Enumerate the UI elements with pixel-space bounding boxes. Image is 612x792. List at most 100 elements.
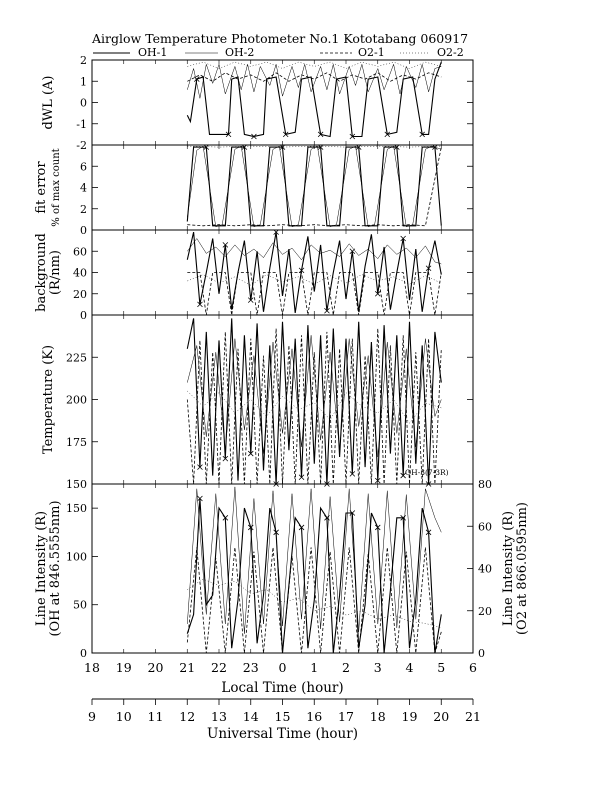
y-tick-label: 100	[66, 550, 87, 563]
x-axis-label-local: Local Time (hour)	[221, 680, 343, 696]
series-oh-2	[187, 486, 442, 634]
series-o2-2	[187, 145, 442, 148]
series-o2-1	[187, 272, 442, 315]
x-tick-label-ut: 11	[148, 709, 164, 724]
panel-frame	[91, 483, 474, 654]
data-marker	[400, 235, 406, 242]
x-tick-label-ut: 13	[211, 709, 227, 724]
series-oh-2	[187, 145, 442, 228]
x-tick-label-local: 21	[179, 660, 195, 675]
data-marker	[425, 265, 432, 272]
series-oh-1	[186, 318, 442, 484]
y2-tick-label: 80	[478, 478, 492, 491]
chart-panels: -2 -1 0 1 2 dWL (A) 0 2 4 6 fit error% of max coun…	[34, 54, 530, 660]
x-tick-label-local: 18	[84, 660, 100, 675]
temperature-annotation: OH-3(7-3R)	[405, 468, 449, 477]
x-tick-label-ut: 15	[275, 709, 291, 724]
y-tick-label: 6	[80, 160, 87, 173]
y2-tick-label: 0	[478, 647, 485, 660]
x-tick-label-local: 2	[342, 660, 350, 675]
y-tick-label: 0	[80, 309, 87, 322]
series-oh-1	[186, 61, 442, 138]
x-tick-label-local: 20	[148, 660, 164, 675]
y-tick-label: 175	[66, 436, 87, 449]
y-tick-label: 4	[80, 182, 87, 195]
y2-axis-label: (O2 at 866.0595nm)	[515, 502, 530, 635]
data-marker	[222, 515, 229, 521]
data-marker	[197, 301, 203, 308]
data-marker	[400, 472, 406, 479]
x-tick-label-ut: 14	[243, 709, 259, 724]
data-marker	[374, 524, 381, 531]
y2-tick-label: 40	[478, 563, 492, 576]
x-tick-label-ut: 12	[179, 709, 195, 724]
x-tick-label-local: 6	[469, 660, 477, 675]
y-tick-label: 150	[66, 478, 87, 491]
data-marker	[225, 131, 232, 138]
y-tick-label: 60	[73, 245, 87, 258]
y-axis-label: (R/nm)	[48, 250, 63, 295]
x-tick-label-ut: 20	[433, 709, 449, 724]
x-axis-label-ut: Universal Time (hour)	[207, 726, 358, 742]
x-tick-label-ut: 10	[116, 709, 132, 724]
data-marker	[247, 297, 254, 303]
data-marker	[298, 267, 305, 274]
y2-tick-label: 60	[478, 520, 492, 533]
panel-frame	[91, 59, 474, 146]
x-tick-label-ut: 21	[465, 709, 481, 724]
data-marker	[251, 133, 257, 140]
x-tick-label-ut: 17	[338, 709, 354, 724]
x-tick-label-ut: 16	[306, 709, 322, 724]
panel-3: 150 175 200 225 Temperature (K) OH-3(7-3R)	[41, 314, 474, 491]
data-marker	[193, 76, 200, 82]
series-o2-1	[186, 328, 442, 484]
data-marker	[298, 524, 305, 531]
data-marker	[247, 524, 254, 531]
legend: OH-1 OH-2 O2-1 O2-2	[93, 46, 464, 59]
series-o2-1	[187, 147, 442, 227]
data-marker	[298, 474, 305, 481]
data-marker	[324, 307, 330, 314]
y-axis-label: background	[34, 233, 49, 312]
data-marker	[384, 131, 391, 138]
series-oh-1	[186, 146, 442, 227]
series-o2-2	[187, 390, 442, 424]
panel-frame	[91, 144, 474, 231]
data-marker	[374, 290, 381, 297]
y2-axis-label: Line Intensity (R)	[501, 511, 516, 626]
y-tick-label: 0	[80, 647, 87, 660]
series-oh-2	[187, 238, 442, 265]
legend-label-o21: O2-1	[358, 46, 385, 59]
x-tick-label-ut: 19	[402, 709, 418, 724]
x-tick-label-local: 23	[243, 660, 259, 675]
data-marker	[425, 529, 432, 536]
y-axis-label: Temperature (K)	[41, 345, 56, 454]
legend-label-oh1: OH-1	[138, 46, 167, 59]
y-tick-label: 20	[73, 288, 87, 301]
y-axis-label: (OH at 846.5555nm)	[48, 500, 63, 636]
y-tick-label: -2	[76, 139, 87, 152]
legend-label-o22: O2-2	[437, 46, 464, 59]
data-marker	[349, 471, 356, 477]
series-oh-2	[187, 63, 442, 99]
y-axis-label: % of max count	[51, 148, 62, 226]
series-oh-2	[187, 335, 442, 458]
y-tick-label: 225	[66, 351, 87, 364]
y-tick-label: -1	[76, 118, 87, 131]
data-marker	[247, 450, 254, 457]
y-tick-label: 2	[80, 203, 87, 216]
y-tick-label: 150	[66, 502, 87, 515]
series-o2-2	[187, 274, 442, 286]
panel-0: -2 -1 0 1 2 dWL (A)	[41, 54, 474, 152]
y-axis-label: Line Intensity (R)	[34, 511, 49, 626]
x-tick-label-local: 1	[310, 660, 318, 675]
y-tick-label: 2	[80, 54, 87, 67]
y-axis-label: fit error	[34, 161, 49, 214]
y-tick-label: 40	[73, 267, 87, 280]
y-tick-label: 50	[73, 599, 87, 612]
series-o2-2	[187, 578, 442, 628]
x-tick-label-local: 3	[374, 660, 382, 675]
data-marker	[197, 495, 203, 502]
panel-1: 0 2 4 6 fit error% of max count	[34, 144, 474, 237]
